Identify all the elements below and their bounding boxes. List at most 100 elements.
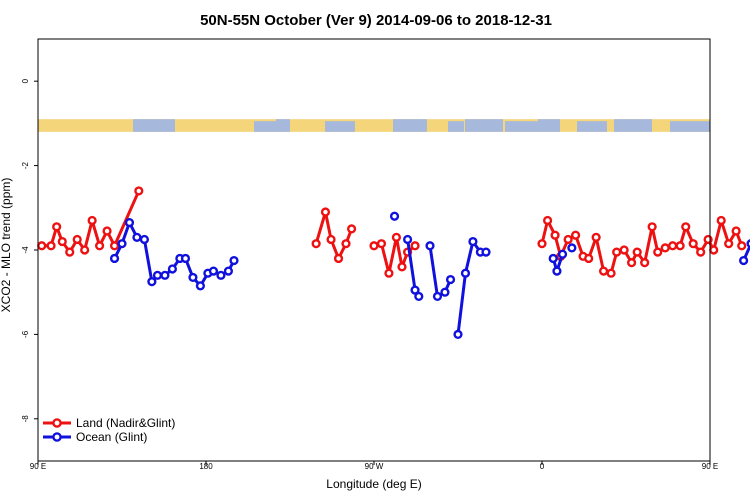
chart-title: 50N-55N October (Ver 9) 2014-09-06 to 20… (200, 12, 552, 29)
data-point (65, 247, 75, 257)
data-point (414, 291, 424, 302)
y-tick-label: -4 (21, 246, 30, 254)
data-point (37, 241, 47, 251)
ocean-patch (670, 121, 710, 132)
data-point (124, 217, 135, 228)
data-point (229, 255, 239, 266)
series-layer (37, 186, 750, 340)
axis-layer: 90 E 180 90 W 0 90 E 0 -2 -4 -6 -8 (21, 78, 718, 471)
data-point (369, 241, 379, 251)
data-point (675, 241, 685, 251)
data-point (696, 247, 706, 257)
data-point (109, 253, 120, 264)
x-axis-title: Longitude (deg E) (326, 477, 421, 491)
data-point (598, 266, 609, 276)
data-point (195, 281, 206, 291)
data-point (606, 268, 616, 278)
x-tick-label: 180 (199, 462, 213, 471)
data-point (688, 239, 698, 249)
data-point (647, 222, 657, 232)
data-point (180, 253, 191, 264)
data-point (460, 268, 471, 278)
data-point (640, 258, 650, 268)
data-point (167, 264, 178, 274)
data-point (320, 207, 331, 217)
data-point (563, 234, 573, 245)
data-point (716, 215, 726, 226)
data-point (567, 243, 577, 253)
data-point (746, 239, 750, 249)
data-point (311, 239, 321, 249)
ocean-patch (614, 119, 652, 132)
data-point (453, 329, 463, 340)
legend-marker (52, 432, 62, 442)
data-point (731, 226, 741, 236)
legend-label: Ocean (Glint) (76, 430, 147, 444)
data-point (724, 239, 734, 249)
data-point (132, 232, 142, 242)
data-point (216, 270, 226, 280)
data-point (333, 253, 344, 264)
x-tick-label: 90 E (30, 462, 46, 471)
data-point (410, 241, 420, 251)
y-axis-title: XCO2 - MLO trend (ppm) (0, 178, 13, 313)
data-point (57, 236, 67, 247)
y-tick-label: 0 (21, 78, 30, 83)
data-point (139, 234, 150, 245)
data-point (537, 239, 547, 249)
legend: Land (Nadir&Glint)Ocean (Glint) (43, 416, 175, 444)
data-point (632, 247, 642, 257)
data-point (410, 285, 420, 295)
y-tick-label: -2 (21, 161, 30, 169)
data-point (152, 270, 163, 280)
data-point (738, 255, 749, 266)
data-point (376, 239, 387, 249)
ocean-patch (276, 119, 290, 132)
series-line (113, 221, 236, 288)
data-point (468, 236, 478, 247)
data-point (440, 287, 450, 297)
data-point (542, 215, 553, 226)
data-point (557, 249, 568, 259)
data-point (425, 241, 435, 251)
data-point (626, 258, 637, 268)
data-point (46, 241, 56, 251)
data-point (548, 253, 558, 264)
y-tick-label: -8 (21, 415, 30, 423)
ocean-patch (505, 121, 539, 132)
data-point (223, 266, 234, 276)
data-point (188, 272, 198, 283)
data-point (550, 230, 560, 240)
data-point (397, 262, 407, 272)
data-point (591, 232, 601, 242)
data-point (384, 268, 394, 278)
x-tick-label: 0 (540, 462, 545, 471)
series-line (742, 242, 750, 262)
legend-marker (52, 418, 62, 428)
data-point (668, 241, 678, 251)
data-point (52, 222, 62, 232)
series-line (314, 210, 354, 260)
data-point (117, 239, 127, 249)
ocean-patch (393, 119, 427, 132)
ocean-patch (325, 121, 355, 132)
data-point (160, 270, 170, 280)
data-point (403, 234, 413, 245)
data-point (709, 245, 719, 255)
data-point (72, 234, 82, 245)
data-point (653, 247, 663, 257)
legend-label: Land (Nadir&Glint) (76, 416, 175, 430)
data-point (481, 247, 491, 257)
data-point (347, 224, 357, 234)
data-point (432, 291, 443, 302)
data-point (660, 243, 670, 253)
ocean-patch (577, 121, 607, 132)
land-ocean-strip (38, 119, 710, 132)
data-point (737, 241, 747, 251)
data-point (445, 274, 456, 285)
data-point (134, 186, 144, 196)
x-tick-label: 90 E (702, 462, 718, 471)
ocean-patch (538, 119, 560, 132)
data-point (208, 266, 219, 276)
